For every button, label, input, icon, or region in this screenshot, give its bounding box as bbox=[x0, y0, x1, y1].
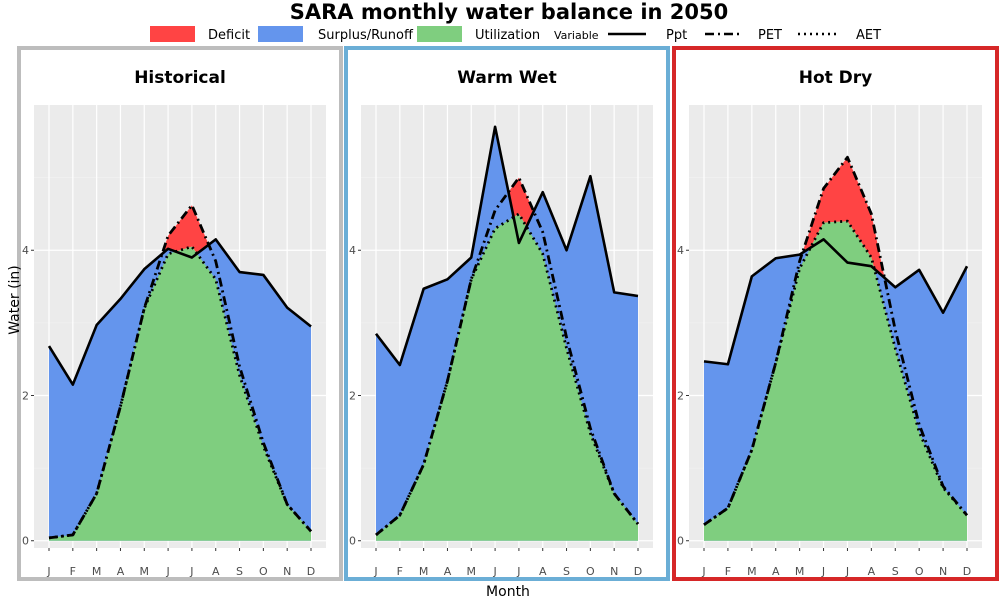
x-tick-label: O bbox=[259, 565, 268, 578]
x-tick-label: F bbox=[70, 565, 76, 578]
chart-title: SARA monthly water balance in 2050 bbox=[290, 0, 729, 24]
series-line-aet bbox=[703, 219, 969, 526]
y-tick-label: 2 bbox=[22, 389, 29, 402]
x-tick-label: J bbox=[165, 565, 169, 578]
x-tick-label: A bbox=[772, 565, 780, 578]
x-tick-label: S bbox=[236, 565, 243, 578]
panel-warm-wet: 0 2 4 J F M A M J J A S O N D Warm Wet bbox=[344, 46, 670, 581]
x-tick-label: J bbox=[189, 565, 193, 578]
series-line-ppt bbox=[374, 125, 639, 367]
legend-label: PET bbox=[758, 28, 782, 43]
x-tick-label: M bbox=[140, 565, 150, 578]
y-tick-label: 2 bbox=[677, 389, 684, 402]
legend-line-title: Variable bbox=[554, 29, 599, 42]
x-tick-label: J bbox=[46, 565, 50, 578]
panel-border bbox=[344, 46, 670, 581]
panel-historical: 0 2 4 J F M A M J J A S O N D Historical bbox=[17, 46, 343, 581]
x-tick-label: J bbox=[701, 565, 705, 578]
y-tick-label: 4 bbox=[22, 244, 29, 257]
x-tick-label: A bbox=[444, 565, 452, 578]
legend-label: Surplus/Runoff bbox=[318, 28, 414, 43]
legend-swatch-deficit bbox=[150, 26, 195, 42]
series-line-aet bbox=[375, 212, 640, 537]
x-tick-label: F bbox=[725, 565, 731, 578]
x-tick-label: J bbox=[845, 565, 849, 578]
legend-swatch-surplus-runoff bbox=[258, 26, 303, 42]
x-tick-label: A bbox=[117, 565, 125, 578]
y-tick-label: 2 bbox=[349, 389, 356, 402]
x-tick-label: O bbox=[915, 565, 924, 578]
x-tick-label: S bbox=[563, 565, 570, 578]
series-line-ppt bbox=[703, 238, 969, 366]
panel-hot-dry: 0 2 4 J F M A M J J A S O N D Hot Dry bbox=[672, 46, 999, 581]
panel-title: Historical bbox=[134, 68, 226, 88]
x-tick-label: O bbox=[586, 565, 595, 578]
y-tick-label: 0 bbox=[22, 535, 29, 548]
x-tick-label: J bbox=[492, 565, 496, 578]
y-tick-label: 0 bbox=[349, 535, 356, 548]
series-line-pet bbox=[375, 176, 640, 537]
panel-border bbox=[17, 46, 343, 581]
x-tick-label: A bbox=[212, 565, 220, 578]
legend-swatch-utilization bbox=[417, 26, 462, 42]
x-tick-label: A bbox=[539, 565, 547, 578]
x-tick-label: M bbox=[467, 565, 477, 578]
x-tick-label: J bbox=[821, 565, 825, 578]
x-tick-label: D bbox=[634, 565, 642, 578]
series-line-ppt bbox=[47, 238, 312, 386]
utilization-area bbox=[49, 246, 311, 541]
y-tick-label: 0 bbox=[677, 535, 684, 548]
x-tick-label: M bbox=[92, 565, 102, 578]
x-tick-label: S bbox=[892, 565, 899, 578]
legend-label: AET bbox=[856, 28, 881, 43]
x-tick-label: M bbox=[419, 565, 429, 578]
y-tick-label: 4 bbox=[677, 244, 684, 257]
series-line-pet bbox=[48, 203, 313, 540]
y-tick-label: 4 bbox=[349, 244, 356, 257]
x-tick-label: N bbox=[610, 565, 618, 578]
x-tick-label: D bbox=[307, 565, 315, 578]
x-tick-label: F bbox=[397, 565, 403, 578]
chart-panels: 0 2 4 J F M A M J J A S O N D Historical 0 2 4 J F M A M J J A S O N D… bbox=[17, 46, 999, 581]
x-tick-label: J bbox=[516, 565, 520, 578]
x-tick-label: N bbox=[283, 565, 291, 578]
panel-border bbox=[672, 46, 999, 581]
x-tick-label: J bbox=[373, 565, 377, 578]
x-tick-label: D bbox=[963, 565, 971, 578]
series-line-pet bbox=[703, 155, 969, 526]
x-axis-title: Month bbox=[486, 584, 530, 600]
legend: Deficit Surplus/Runoff Utilization Variable… bbox=[150, 26, 881, 43]
x-tick-label: N bbox=[939, 565, 947, 578]
x-tick-label: M bbox=[747, 565, 757, 578]
utilization-area bbox=[376, 213, 638, 541]
panel-title: Hot Dry bbox=[799, 68, 873, 88]
y-axis-title: Water (in) bbox=[7, 265, 23, 335]
legend-label: Deficit bbox=[208, 28, 250, 43]
x-tick-label: M bbox=[795, 565, 805, 578]
legend-label: Ppt bbox=[666, 28, 687, 43]
x-tick-label: A bbox=[868, 565, 876, 578]
panel-title: Warm Wet bbox=[457, 68, 556, 88]
legend-label: Utilization bbox=[475, 28, 540, 43]
utilization-area bbox=[704, 221, 967, 541]
